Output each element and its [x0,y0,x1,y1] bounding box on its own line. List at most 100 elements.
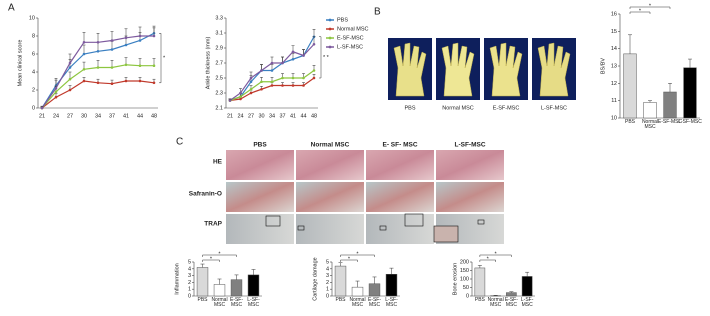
significance-bracket [340,254,375,257]
histology-row: HE [213,159,223,166]
point [249,91,253,95]
render-label: PBS [404,105,415,111]
point [68,77,72,81]
point [291,84,295,87]
significance-label: * [487,256,490,262]
significance-label: * [495,251,498,257]
bar [351,286,364,297]
x-tick-label: 24 [53,113,59,119]
y-axis-label: Bone erosion [452,263,458,295]
x-tick-label: Normal MSC [349,297,366,309]
bar [247,274,260,297]
significance-label: * [163,56,166,62]
y-tick-label: 1 [326,287,329,293]
point [312,69,316,72]
bar [213,284,226,297]
y-tick-label: 0 [32,105,35,111]
point [138,39,142,42]
legend-label: L-SF-MSC [337,44,363,50]
y-tick-label: 14 [611,46,617,52]
point [54,90,58,94]
legend-label: E-SF-MSC [337,35,364,41]
x-tick-label: 27 [248,113,254,119]
y-tick-label: 12 [611,81,617,87]
point [260,80,263,84]
x-tick-label: PBS [197,297,208,303]
bar [683,67,697,119]
bar [196,267,209,297]
y-tick-label: 2.1 [215,105,223,111]
significance-bracket [159,33,162,84]
y-tick-label: 10 [611,115,617,121]
y-tick-label: 5 [188,259,191,265]
point [40,106,44,110]
point [312,42,316,46]
point [124,36,128,40]
significance-bracket [479,259,496,262]
point [124,43,128,47]
point [82,79,86,83]
y-tick-label: 2 [326,280,329,286]
histology-column: E- SF- MSC [382,142,417,149]
point [138,64,142,67]
panel-label: B [374,7,381,18]
legend-swatch [328,45,332,49]
point [96,50,100,53]
y-tick-label: 0 [466,293,469,299]
y-tick-label: 6 [32,51,35,57]
x-tick-label: L-SF-MSC [385,297,398,309]
significance-bracket [319,36,322,79]
y-tick-label: 13 [611,63,617,69]
bar [474,267,486,297]
point [302,84,305,87]
x-tick-label: L-SF-MSC [678,119,702,125]
x-tick-label: 41 [290,113,296,119]
panel-label: A [8,3,15,14]
point [152,81,156,85]
y-tick-label: 15 [611,29,617,35]
point [96,66,100,69]
bar [521,276,533,297]
bone-renders [388,38,576,100]
point [260,87,263,91]
point [96,81,100,85]
point [291,76,295,80]
y-axis-label: BS/BV [600,58,606,75]
point [82,52,86,56]
y-tick-label: 3.3 [215,15,223,21]
bar [385,273,398,297]
histology-row: Safranin-O [189,191,222,198]
point [54,95,58,99]
point [138,79,142,83]
point [110,66,114,69]
y-axis-label: Cartilage damage [312,257,318,300]
point [110,48,114,51]
y-tick-label: 1 [188,287,191,293]
point [152,34,156,38]
x-tick-label: PBS [474,297,485,303]
x-tick-label: 27 [67,113,73,119]
x-tick-label: L-SF-MSC [520,297,534,309]
point [281,76,284,80]
point [68,88,72,92]
significance-bracket [629,6,671,9]
y-axis-label: Inflammation [174,263,180,295]
x-tick-label: 48 [311,113,317,119]
point [260,69,263,72]
bar [643,102,657,119]
point [249,80,253,84]
point [82,41,86,44]
x-tick-label: PBS [624,119,635,125]
significance-label: * [210,256,213,262]
x-tick-label: PBS [335,297,346,303]
x-tick-label: 34 [95,113,101,119]
point [281,84,284,87]
point [54,86,58,90]
point [82,68,86,71]
y-tick-label: 8 [32,33,35,39]
significance-bracket [629,11,651,14]
point [239,95,242,99]
histology-column: L-SF-MSC [454,142,485,149]
